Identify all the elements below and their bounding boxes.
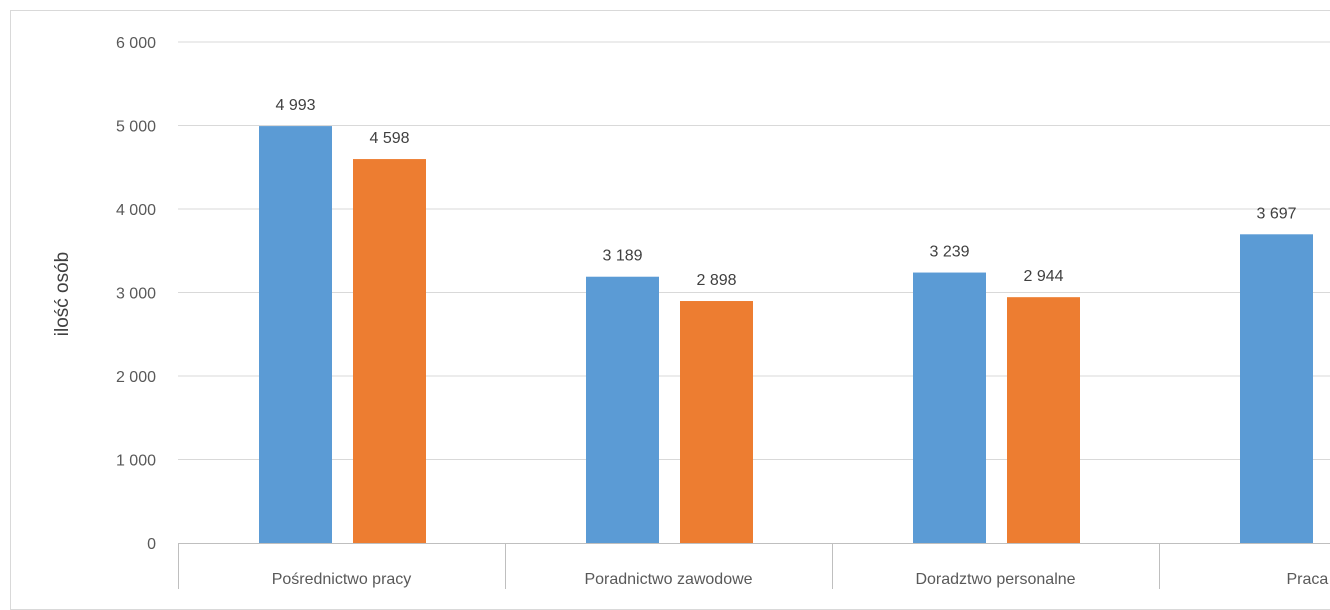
bar [586, 276, 659, 543]
x-axis: Pośrednictwo pracy Poradnictwo zawodowe Do… [178, 543, 1330, 589]
y-tick-label: 0 [147, 536, 156, 553]
data-label: 2 898 [696, 272, 736, 289]
data-label: 4 598 [369, 130, 409, 147]
bars [259, 126, 1313, 543]
data-label: 2 944 [1023, 268, 1063, 285]
category-label: Pośrednictwo pracy [272, 571, 412, 588]
category-label: Poradnictwo zawodowe [584, 571, 752, 588]
data-label: 3 697 [1256, 205, 1296, 222]
category-label: Doradztwo personalne [915, 571, 1075, 588]
bar [913, 272, 986, 543]
bar [680, 301, 753, 543]
bar [259, 126, 332, 543]
gridlines [178, 41, 1330, 460]
y-tick-label: 2 000 [116, 369, 156, 386]
y-tick-label: 4 000 [116, 202, 156, 219]
category-label: Praca tym [1286, 571, 1330, 588]
data-label: 3 189 [602, 248, 642, 265]
data-label: 3 239 [929, 244, 969, 261]
data-label: 4 993 [275, 97, 315, 114]
y-axis-ticks: 0 1 000 2 000 3 000 4 000 5 000 6 000 [116, 35, 156, 553]
bar [1240, 234, 1313, 543]
y-tick-label: 1 000 [116, 453, 156, 470]
bar [1007, 297, 1080, 543]
data-labels: 4 993 3 189 3 239 3 697 4 598 2 898 2 944 [275, 97, 1296, 289]
bar [353, 159, 426, 543]
bar-chart: 0 1 000 2 000 3 000 4 000 5 000 6 000 4 993 3 1… [52, 35, 1330, 589]
y-tick-label: 3 000 [116, 286, 156, 303]
y-axis-title: ilość osób [52, 252, 73, 337]
y-tick-label: 6 000 [116, 35, 156, 52]
y-tick-label: 5 000 [116, 119, 156, 136]
